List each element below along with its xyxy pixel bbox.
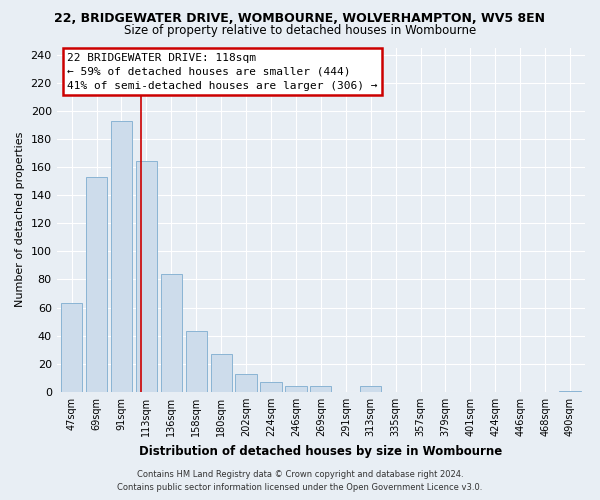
Y-axis label: Number of detached properties: Number of detached properties xyxy=(15,132,25,308)
Bar xyxy=(286,386,307,392)
Bar xyxy=(185,332,207,392)
Text: Contains HM Land Registry data © Crown copyright and database right 2024.
Contai: Contains HM Land Registry data © Crown c… xyxy=(118,470,482,492)
Bar xyxy=(310,386,331,392)
Bar xyxy=(260,382,281,392)
Bar xyxy=(136,162,157,392)
Bar xyxy=(360,386,381,392)
Bar xyxy=(86,177,107,392)
Text: 22, BRIDGEWATER DRIVE, WOMBOURNE, WOLVERHAMPTON, WV5 8EN: 22, BRIDGEWATER DRIVE, WOMBOURNE, WOLVER… xyxy=(55,12,545,26)
Bar xyxy=(161,274,182,392)
Bar xyxy=(61,304,82,392)
Bar xyxy=(111,120,132,392)
Bar xyxy=(559,390,581,392)
X-axis label: Distribution of detached houses by size in Wombourne: Distribution of detached houses by size … xyxy=(139,444,502,458)
Bar xyxy=(235,374,257,392)
Text: Size of property relative to detached houses in Wombourne: Size of property relative to detached ho… xyxy=(124,24,476,37)
Text: 22 BRIDGEWATER DRIVE: 118sqm
← 59% of detached houses are smaller (444)
41% of s: 22 BRIDGEWATER DRIVE: 118sqm ← 59% of de… xyxy=(67,52,378,90)
Bar xyxy=(211,354,232,392)
